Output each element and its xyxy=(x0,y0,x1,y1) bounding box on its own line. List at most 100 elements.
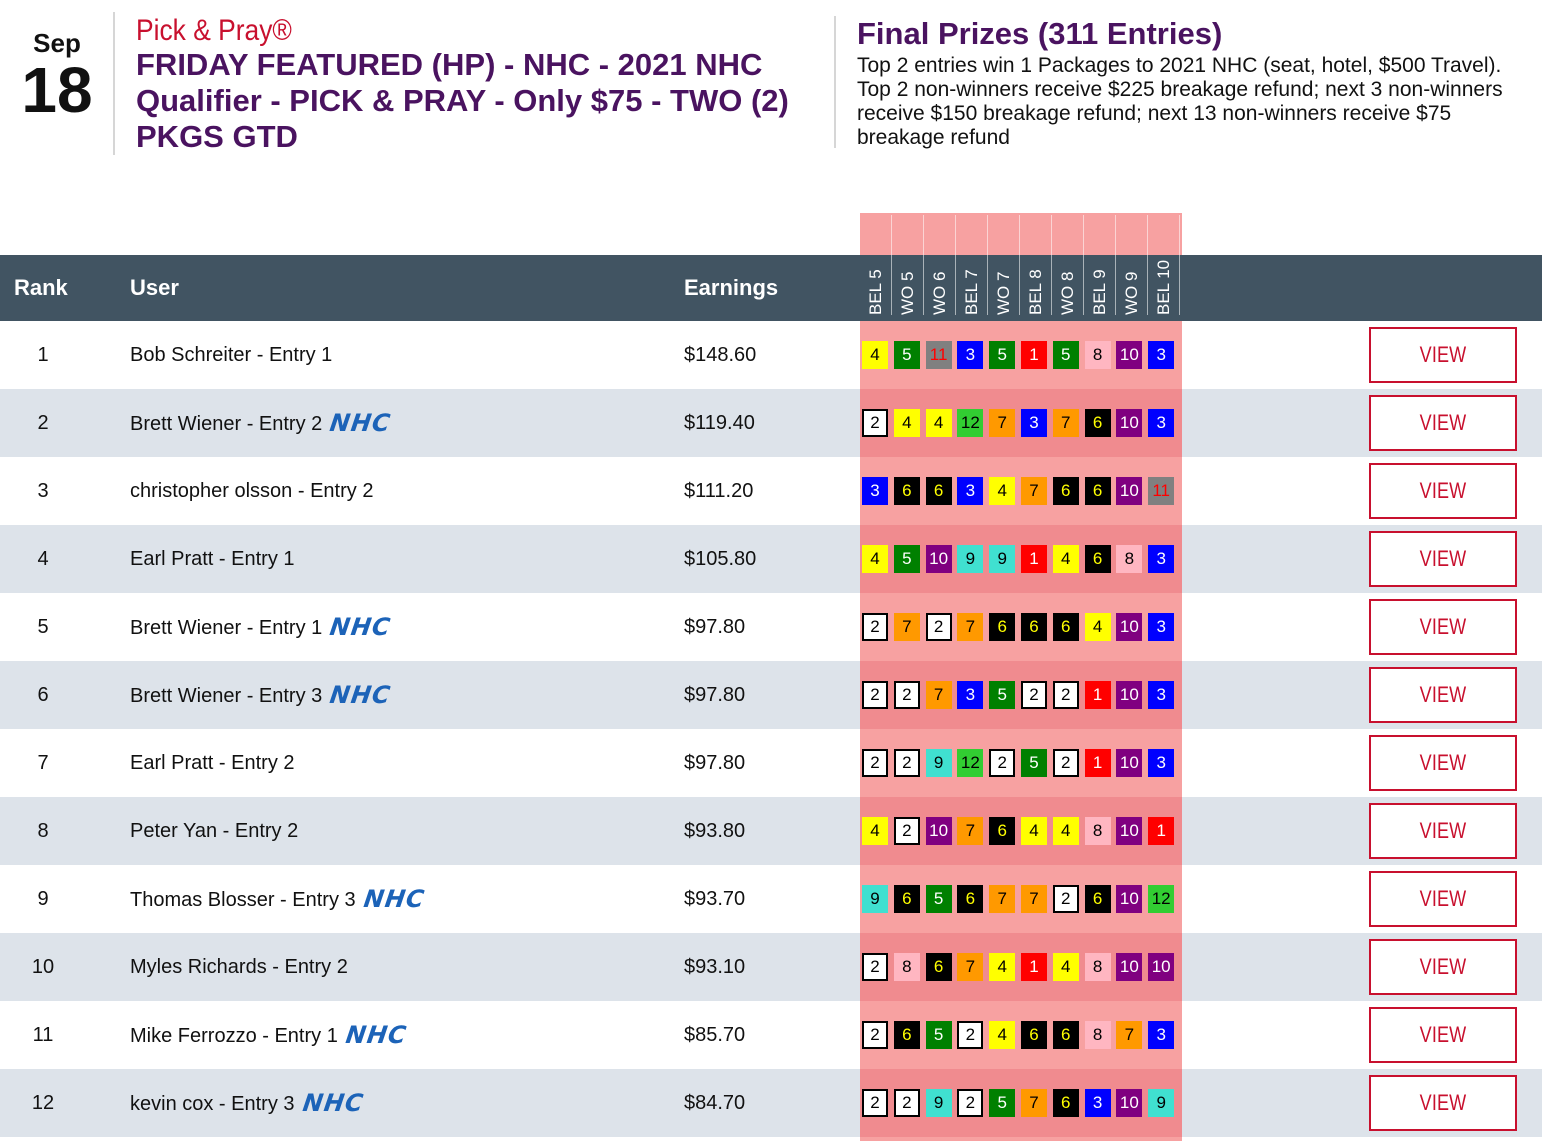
saddle-cloth-pick: 1 xyxy=(1020,341,1047,369)
saddle-cloth-pick: 6 xyxy=(1052,1021,1079,1049)
picks-cell: 2 7 2 7 6 6 6 4 10 3 xyxy=(862,613,1180,643)
view-details-button[interactable]: VIEW DETAILS xyxy=(1369,939,1517,1031)
picks-cell: 2 8 6 7 4 1 4 8 10 10 xyxy=(862,953,1180,983)
saddle-cloth-pick: 6 xyxy=(989,817,1016,845)
saddle-cloth-pick: 6 xyxy=(1084,885,1111,913)
saddle-cloth-pick: 3 xyxy=(1148,613,1175,641)
saddle-cloth-pick: 10 xyxy=(925,545,952,573)
table-row: 9 Thomas Blosser - Entry 3 NHC $93.70 9 6 5 6 7 7… xyxy=(0,865,1542,963)
table-row: 11 Mike Ferrozzo - Entry 1 NHC $85.70 2 6 5 2 4 6… xyxy=(0,1001,1542,1099)
view-details-button[interactable]: VIEW DETAILS xyxy=(1369,463,1517,555)
race-header: WO 7 xyxy=(988,215,1020,315)
picks-cell: 9 6 5 6 7 7 2 6 10 12 xyxy=(862,885,1180,915)
user-cell: Brett Wiener - Entry 2 NHC xyxy=(130,389,393,458)
saddle-cloth-pick: 5 xyxy=(989,681,1016,709)
table-row: 3 christopher olsson - Entry 2 $111.20 3 6 6 3… xyxy=(0,457,1542,555)
saddle-cloth-pick: 7 xyxy=(893,613,920,641)
user-cell: Brett Wiener - Entry 3 NHC xyxy=(130,661,393,730)
saddle-cloth-pick: 2 xyxy=(862,1021,888,1049)
saddle-cloth-pick: 2 xyxy=(957,1089,984,1117)
saddle-cloth-pick: 10 xyxy=(1116,409,1143,437)
earnings-cell: $97.80 xyxy=(684,616,746,638)
table-row: 5 Brett Wiener - Entry 1 NHC $97.80 2 7 2 7 6 6 6 4… xyxy=(0,593,1542,691)
saddle-cloth-pick: 3 xyxy=(957,477,984,505)
view-details-button[interactable]: VIEW DETAILS xyxy=(1369,531,1517,623)
saddle-cloth-pick: 10 xyxy=(1116,953,1143,981)
leaderboard-rows: 1 Bob Schreiter - Entry 1 $148.60 4 5 11 3 5 1 5 8… xyxy=(0,321,1542,1137)
saddle-cloth-pick: 6 xyxy=(1084,545,1111,573)
saddle-cloth-pick: 6 xyxy=(1020,1021,1047,1049)
view-details-button[interactable]: VIEW DETAILS xyxy=(1369,1075,1517,1131)
earnings-cell: $84.70 xyxy=(684,1092,746,1114)
divider xyxy=(113,12,115,155)
saddle-cloth-pick: 8 xyxy=(1084,817,1111,845)
saddle-cloth-pick: 3 xyxy=(862,477,888,505)
saddle-cloth-pick: 5 xyxy=(893,341,920,369)
user-cell: christopher olsson - Entry 2 xyxy=(130,457,373,525)
picks-cell: 2 2 9 2 5 7 6 3 10 9 xyxy=(862,1089,1180,1119)
saddle-cloth-pick: 6 xyxy=(1052,477,1079,505)
rank-cell: 3 xyxy=(37,480,49,502)
saddle-cloth-pick: 6 xyxy=(957,885,984,913)
saddle-cloth-pick: 2 xyxy=(989,749,1016,777)
table-row: 10 Myles Richards - Entry 2 $93.10 2 8 6 7 4 1 4 8… xyxy=(0,933,1542,1031)
user-cell: kevin cox - Entry 3 NHC xyxy=(130,1069,365,1138)
user-cell: Bob Schreiter - Entry 1 xyxy=(130,321,332,389)
nhc-badge-icon: NHC xyxy=(328,409,394,437)
saddle-cloth-pick: 7 xyxy=(957,817,984,845)
saddle-cloth-pick: 7 xyxy=(989,885,1016,913)
earnings-cell: $93.80 xyxy=(684,820,746,842)
saddle-cloth-pick: 4 xyxy=(893,409,920,437)
view-details-button[interactable]: VIEW DETAILS xyxy=(1369,327,1517,419)
rank-cell: 9 xyxy=(37,888,49,910)
saddle-cloth-pick: 3 xyxy=(1148,409,1175,437)
rank-cell: 6 xyxy=(37,684,49,706)
saddle-cloth-pick: 9 xyxy=(925,1089,952,1117)
race-header: BEL 5 xyxy=(860,215,892,315)
saddle-cloth-pick: 2 xyxy=(1052,885,1079,913)
user-cell: Myles Richards - Entry 2 xyxy=(130,933,348,1001)
saddle-cloth-pick: 8 xyxy=(1084,953,1111,981)
view-details-button[interactable]: VIEW DETAILS xyxy=(1369,395,1517,487)
user-cell: Brett Wiener - Entry 1 NHC xyxy=(130,593,393,662)
saddle-cloth-pick: 4 xyxy=(989,1021,1016,1049)
table-row: 12 kevin cox - Entry 3 NHC $84.70 2 2 9 2 5 7 6 3 10… xyxy=(0,1069,1542,1137)
saddle-cloth-pick: 4 xyxy=(1052,953,1079,981)
race-header-label: BEL 9 xyxy=(1089,269,1109,315)
saddle-cloth-pick: 7 xyxy=(1116,1021,1143,1049)
nhc-badge-icon: NHC xyxy=(328,613,394,641)
saddle-cloth-pick: 12 xyxy=(957,749,984,777)
prizes-title: Final Prizes (311 Entries) xyxy=(857,16,1223,51)
view-details-button[interactable]: VIEW DETAILS xyxy=(1369,599,1517,691)
rank-cell: 2 xyxy=(37,412,49,434)
user-column-header: User xyxy=(130,275,179,300)
race-header-label: WO 9 xyxy=(1121,271,1141,315)
view-details-button[interactable]: VIEW DETAILS xyxy=(1369,871,1517,963)
view-details-button[interactable]: VIEW DETAILS xyxy=(1369,735,1517,827)
picks-cell: 2 4 4 12 7 3 7 6 10 3 xyxy=(862,409,1180,439)
race-header-label: WO 5 xyxy=(897,271,917,315)
user-cell: Thomas Blosser - Entry 3 NHC xyxy=(130,865,426,934)
saddle-cloth-pick: 3 xyxy=(1148,681,1175,709)
view-details-button[interactable]: VIEW DETAILS xyxy=(1369,1007,1517,1099)
race-header-label: WO 7 xyxy=(993,271,1013,315)
saddle-cloth-pick: 4 xyxy=(1052,817,1079,845)
contest-header: Sep 18 Pick & Pray® FRIDAY FEATURED (HP)… xyxy=(0,0,1542,200)
view-details-button[interactable]: VIEW DETAILS xyxy=(1369,803,1517,895)
saddle-cloth-pick: 6 xyxy=(893,1021,920,1049)
view-details-button[interactable]: VIEW DETAILS xyxy=(1369,667,1517,759)
saddle-cloth-pick: 3 xyxy=(957,681,984,709)
saddle-cloth-pick: 7 xyxy=(1052,409,1079,437)
user-name: Brett Wiener - Entry 1 xyxy=(130,617,323,639)
saddle-cloth-pick: 10 xyxy=(1116,1089,1143,1117)
prizes-description: Top 2 entries win 1 Packages to 2021 NHC… xyxy=(857,54,1503,149)
earnings-cell: $97.80 xyxy=(684,752,746,774)
saddle-cloth-pick: 5 xyxy=(989,1089,1016,1117)
saddle-cloth-pick: 4 xyxy=(862,817,888,845)
saddle-cloth-pick: 12 xyxy=(957,409,984,437)
saddle-cloth-pick: 5 xyxy=(1020,749,1047,777)
saddle-cloth-pick: 5 xyxy=(925,885,952,913)
saddle-cloth-pick: 9 xyxy=(1148,1089,1175,1117)
earnings-cell: $119.40 xyxy=(684,412,755,434)
